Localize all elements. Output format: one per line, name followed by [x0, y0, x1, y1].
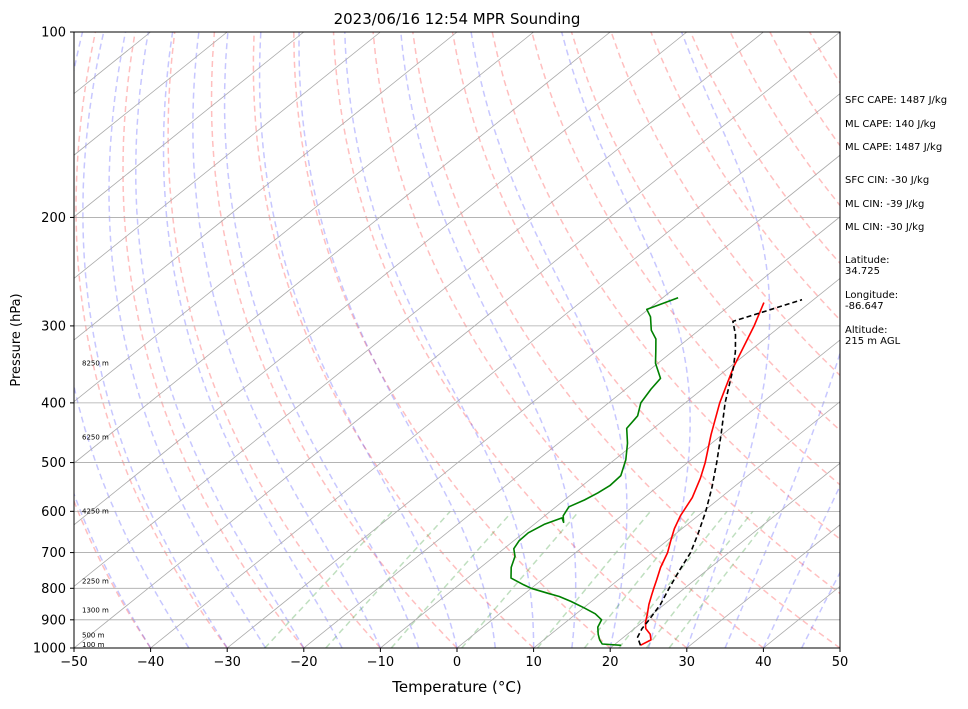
- moist-adiabat-line: [471, 32, 627, 648]
- longitude-value: -86.647: [845, 301, 884, 312]
- y-tick-label: 600: [41, 505, 66, 520]
- y-tick-label: 800: [41, 582, 66, 597]
- y-tick-label: 200: [41, 211, 66, 226]
- moist-adiabat-line: [299, 32, 495, 648]
- mixing-ratio-line: [538, 511, 651, 648]
- ml-cape-label-1: ML CAPE: 140 J/kg: [845, 119, 936, 130]
- isotherm-line: [0, 32, 610, 648]
- x-tick-label: 30: [679, 655, 696, 670]
- x-tick-label: 20: [602, 655, 619, 670]
- moist-adiabat-line: [83, 32, 227, 648]
- chart-title: 2023/06/16 12:54 MPR Sounding: [334, 10, 581, 28]
- ml-cape-label-2: ML CAPE: 1487 J/kg: [845, 142, 942, 153]
- y-tick-label: 1000: [33, 642, 66, 657]
- height-label: 2250 m: [82, 578, 109, 586]
- ml-cin-label-2: ML CIN: -30 J/kg: [845, 222, 924, 233]
- y-tick-label: 300: [41, 319, 66, 334]
- x-tick-label: 10: [525, 655, 542, 670]
- x-tick-label: 50: [832, 655, 849, 670]
- height-label: 6250 m: [82, 433, 109, 441]
- moist-adiabat-line: [345, 32, 534, 648]
- x-tick-label: −40: [137, 655, 164, 670]
- longitude-label: Longitude:: [845, 290, 898, 301]
- mixing-ratio-line: [462, 511, 579, 648]
- height-label: 4250 m: [82, 507, 109, 515]
- height-label: 1300 m: [82, 607, 109, 615]
- moist-adiabat-line: [109, 32, 266, 648]
- dry-adiabat-line: [168, 32, 380, 648]
- moist-adiabat-line: [57, 32, 189, 648]
- altitude-label: Altitude:: [845, 325, 887, 336]
- dry-adiabat-line: [253, 32, 533, 648]
- x-tick-label: 40: [755, 655, 772, 670]
- y-tick-label: 700: [41, 546, 66, 561]
- y-tick-label: 900: [41, 613, 66, 628]
- dry-adiabat-line: [334, 32, 687, 648]
- dry-adiabat-line: [373, 32, 763, 648]
- dry-adiabat-line: [76, 32, 227, 648]
- x-tick-label: −20: [290, 655, 317, 670]
- latitude-label: Latitude:: [845, 255, 890, 266]
- dry-adiabat-line: [212, 32, 458, 648]
- sfc-cape-label: SFC CAPE: 1487 J/kg: [845, 95, 947, 106]
- moist-adiabat-line: [136, 32, 304, 648]
- height-label: 500 m: [82, 632, 105, 640]
- mixing-ratio-line: [265, 511, 393, 648]
- x-axis-label: Temperature (°C): [391, 678, 521, 696]
- y-tick-label: 500: [41, 456, 66, 471]
- isotherm-line: [0, 32, 457, 648]
- y-tick-label: 400: [41, 396, 66, 411]
- y-tick-label: 100: [41, 26, 66, 41]
- x-tick-label: 0: [453, 655, 461, 670]
- mixing-ratio-line: [669, 511, 774, 648]
- ml-cin-label-1: ML CIN: -39 J/kg: [845, 199, 924, 210]
- moist-adiabat-line: [193, 32, 381, 648]
- x-tick-label: −30: [213, 655, 240, 670]
- x-tick-label: −50: [60, 655, 87, 670]
- y-axis-label: Pressure (hPa): [9, 293, 24, 386]
- sfc-cin-label: SFC CIN: -30 J/kg: [845, 175, 929, 186]
- parcel-profile-line: [638, 300, 802, 646]
- altitude-value: 215 m AGL: [845, 336, 900, 347]
- dry-adiabat-line: [413, 32, 840, 648]
- x-tick-label: −10: [367, 655, 394, 670]
- height-label: 8250 m: [82, 359, 109, 367]
- latitude-value: 34.725: [845, 266, 880, 277]
- mixing-ratio-line: [326, 511, 451, 648]
- moist-adiabat-line: [562, 32, 690, 648]
